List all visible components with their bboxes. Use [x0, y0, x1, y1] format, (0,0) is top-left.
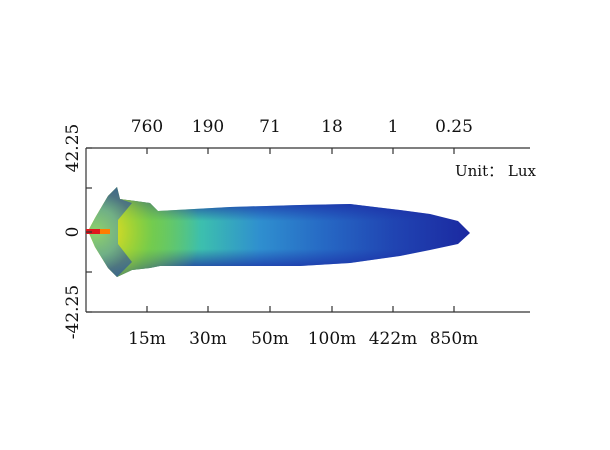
- hotspot-halo: [100, 229, 110, 234]
- x-top-tick-label: 1: [388, 117, 399, 137]
- x-top-tick-label: 0.25: [435, 117, 473, 137]
- y-tick-label: 0: [63, 227, 83, 238]
- x-bottom-tick-label: 50m: [251, 329, 289, 349]
- y-tick-label: 42.25: [63, 124, 83, 173]
- unit-label: Unit： Lux: [455, 162, 537, 180]
- x-bottom-tick-label: 850m: [430, 329, 479, 349]
- x-bottom-tick-label: 100m: [308, 329, 357, 349]
- x-bottom-tick-label: 30m: [189, 329, 227, 349]
- hotspot-core: [86, 229, 102, 234]
- x-top-tick-label: 71: [259, 117, 281, 137]
- x-bottom-tick-label: 15m: [128, 329, 166, 349]
- y-tick-label: -42.25: [63, 285, 83, 339]
- x-top-tick-label: 18: [321, 117, 343, 137]
- beam-heatmap: [86, 187, 470, 277]
- x-top-tick-label: 190: [192, 117, 224, 137]
- x-top-tick-label: 760: [131, 117, 163, 137]
- x-bottom-tick-label: 422m: [369, 329, 418, 349]
